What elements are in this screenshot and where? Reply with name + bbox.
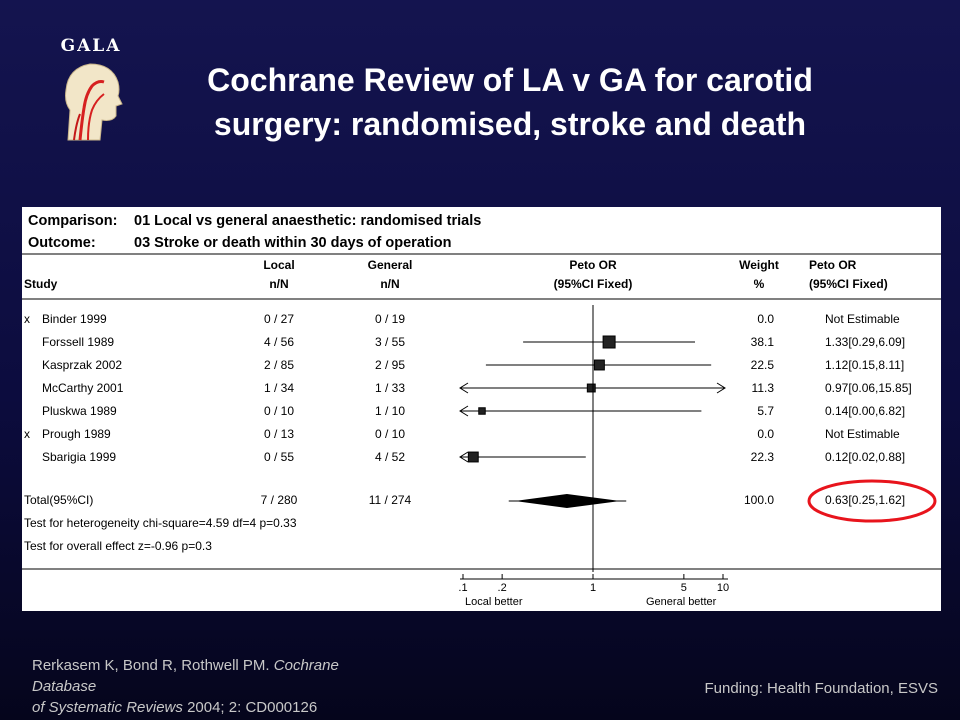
point-estimate (593, 359, 605, 371)
point-estimate (478, 407, 486, 415)
header-weight-sub: % (754, 277, 765, 291)
point-estimate (602, 335, 616, 349)
study-general: 3 / 55 (375, 335, 405, 349)
point-estimate (467, 451, 479, 463)
axis-tick-label: .2 (498, 582, 507, 594)
study-name: Sbarigia 1999 (42, 450, 116, 464)
gala-logo: GALA (52, 36, 130, 144)
study-weight: 0.0 (757, 427, 774, 441)
study-local: 4 / 56 (264, 335, 294, 349)
comparison-label: Comparison: (28, 213, 117, 229)
study-local: 1 / 34 (264, 381, 294, 395)
title-line-1: Cochrane Review of LA v GA for carotid (207, 62, 813, 98)
study-or-text: 1.12[0.15,8.11] (825, 358, 904, 372)
study-or-text: 0.12[0.02,0.88] (825, 450, 905, 464)
study-general: 1 / 33 (375, 381, 405, 395)
total-or-text: 0.63[0.25,1.62] (825, 493, 905, 507)
study-general: 0 / 19 (375, 312, 405, 326)
study-weight: 22.5 (751, 358, 775, 372)
study-name: Kasprzak 2002 (42, 358, 122, 372)
study-local: 2 / 85 (264, 358, 294, 372)
ci-arrow-left (459, 405, 469, 417)
study-weight: 0.0 (757, 312, 774, 326)
ci-arrow-right (716, 382, 726, 394)
study-weight: 38.1 (751, 335, 775, 349)
study-name: Pluskwa 1989 (42, 404, 117, 418)
header-peto2-sub: (95%CI Fixed) (809, 277, 888, 291)
total-local: 7 / 280 (261, 493, 298, 507)
study-general: 0 / 10 (375, 427, 405, 441)
excluded-marker: x (24, 427, 30, 441)
general-better-label: General better (646, 596, 717, 608)
x-axis: .1 .2 1 5 10 (458, 574, 729, 594)
header-weight: Weight (739, 258, 779, 272)
study-or-text: Not Estimable (825, 427, 900, 441)
forest-plot: Comparison: 01 Local vs general anaesthe… (22, 213, 941, 608)
header-peto2: Peto OR (809, 258, 857, 272)
reference-citation-detail: 2004; 2: CD000126 (187, 699, 318, 716)
local-better-label: Local better (465, 596, 523, 608)
study-or-text: 0.97[0.06,15.85] (825, 381, 912, 395)
study-local: 0 / 55 (264, 450, 294, 464)
study-local: 0 / 10 (264, 404, 294, 418)
header-local: Local (263, 258, 294, 272)
header-peto: Peto OR (569, 258, 617, 272)
study-general: 2 / 95 (375, 358, 405, 372)
study-or-text: 1.33[0.29,6.09] (825, 335, 905, 349)
outcome-label: Outcome: (28, 235, 96, 251)
outcome-text: 03 Stroke or death within 30 days of ope… (134, 235, 451, 251)
header-general: General (368, 258, 413, 272)
reference-authors: Rerkasem K, Bond R, Rothwell PM. (32, 657, 270, 674)
total-name: Total(95%CI) (24, 493, 93, 507)
study-general: 4 / 52 (375, 450, 405, 464)
study-weight: 11.3 (752, 381, 775, 395)
excluded-marker: x (24, 312, 30, 326)
forest-plot-panel: Comparison: 01 Local vs general anaesthe… (22, 207, 941, 611)
heterogeneity-test: Test for heterogeneity chi-square=4.59 d… (24, 516, 297, 530)
ci-arrow-left (459, 382, 469, 394)
comparison-text: 01 Local vs general anaesthetic: randomi… (134, 213, 481, 229)
ci-arrow-left (459, 451, 469, 463)
study-or-text: 0.14[0.00,6.82] (825, 404, 905, 418)
axis-tick-label: .1 (458, 582, 467, 594)
study-weight: 22.3 (751, 450, 775, 464)
head-silhouette-icon (65, 63, 123, 141)
point-estimate (586, 383, 596, 393)
study-name: Forssell 1989 (42, 335, 114, 349)
logo-text: GALA (60, 36, 122, 56)
reference-citation: Rerkasem K, Bond R, Rothwell PM. Cochran… (32, 655, 452, 718)
total-row: Total(95%CI) 7 / 280 11 / 274 100.0 0.63… (24, 493, 905, 507)
study-name: McCarthy 2001 (42, 381, 124, 395)
total-weight: 100.0 (744, 493, 774, 507)
reference-journal-3: of Systematic Reviews (32, 699, 183, 716)
header-general-sub: n/N (380, 277, 399, 291)
axis-tick-label: 10 (717, 582, 729, 594)
study-rows: x Binder 1999 0 / 27 0 / 19 0.0 Not Estimable… (24, 312, 912, 508)
study-general: 1 / 10 (375, 404, 405, 418)
study-local: 0 / 13 (264, 427, 294, 441)
reference-journal-1: Cochrane (273, 657, 339, 674)
axis-tick-label: 1 (590, 582, 596, 594)
axis-tick-label: 5 (681, 582, 687, 594)
header-local-sub: n/N (269, 277, 288, 291)
overall-effect-test: Test for overall effect z=-0.96 p=0.3 (24, 539, 212, 553)
total-general: 11 / 274 (369, 493, 412, 507)
study-weight: 5.7 (757, 404, 774, 418)
study-or-text: Not Estimable (825, 312, 900, 326)
title-line-2: surgery: randomised, stroke and death (213, 106, 807, 142)
study-name: Prough 1989 (42, 427, 111, 441)
study-name: Binder 1999 (42, 312, 107, 326)
study-local: 0 / 27 (264, 312, 294, 326)
slide-title: Cochrane Review of LA v GA for carotid s… (140, 58, 880, 146)
reference-journal-2: Database (32, 678, 97, 695)
funding-note: Funding: Health Foundation, ESVS (704, 680, 938, 697)
header-study: Study (24, 277, 58, 291)
highlight-ellipse (807, 479, 937, 523)
header-peto-sub: (95%CI Fixed) (554, 277, 633, 291)
